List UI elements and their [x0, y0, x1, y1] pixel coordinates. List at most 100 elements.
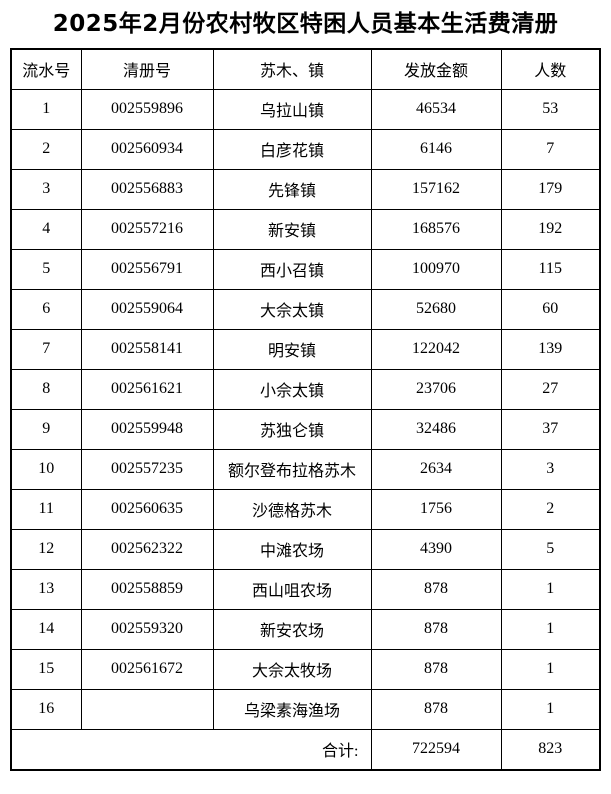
table-row: 10 002557235 额尔登布拉格苏木 2634 3	[10, 448, 601, 490]
table-row: 15 002561672 大佘太牧场 878 1	[10, 648, 601, 690]
cell-register-no	[80, 688, 214, 730]
cell-count: 179	[500, 168, 601, 210]
cell-town: 苏独仑镇	[212, 408, 372, 450]
table-row: 11 002560635 沙德格苏木 1756 2	[10, 488, 601, 530]
cell-amount: 52680	[370, 288, 502, 330]
col-header: 发放金额	[370, 48, 502, 90]
cell-register-no: 002560934	[80, 128, 214, 170]
cell-register-no: 002562322	[80, 528, 214, 570]
cell-register-no: 002557235	[80, 448, 214, 490]
cell-town: 白彦花镇	[212, 128, 372, 170]
cell-town: 大佘太牧场	[212, 648, 372, 690]
cell-register-no: 002558141	[80, 328, 214, 370]
table-row: 14 002559320 新安农场 878 1	[10, 608, 601, 650]
cell-count: 3	[500, 448, 601, 490]
cell-register-no: 002559064	[80, 288, 214, 330]
cell-serial: 16	[10, 688, 82, 730]
table-row: 1 002559896 乌拉山镇 46534 53	[10, 88, 601, 130]
cell-amount: 878	[370, 648, 502, 690]
table-row: 5 002556791 西小召镇 100970 115	[10, 248, 601, 290]
cell-count: 115	[500, 248, 601, 290]
cell-amount: 2634	[370, 448, 502, 490]
cell-register-no: 002560635	[80, 488, 214, 530]
cell-town: 明安镇	[212, 328, 372, 370]
cell-amount: 168576	[370, 208, 502, 250]
cell-register-no: 002559320	[80, 608, 214, 650]
cell-serial: 6	[10, 288, 82, 330]
cell-serial: 1	[10, 88, 82, 130]
table-row: 7 002558141 明安镇 122042 139	[10, 328, 601, 370]
cell-town: 西山咀农场	[212, 568, 372, 610]
cell-register-no: 002559896	[80, 88, 214, 130]
table-row: 13 002558859 西山咀农场 878 1	[10, 568, 601, 610]
cell-register-no: 002557216	[80, 208, 214, 250]
col-header: 人数	[500, 48, 601, 90]
cell-town: 小佘太镇	[212, 368, 372, 410]
cell-serial: 12	[10, 528, 82, 570]
register-table: 流水号 清册号 苏木、镇 发放金额 人数 1 002559896 乌拉山镇 46534 53 2 0…	[10, 47, 601, 771]
cell-register-no: 002558859	[80, 568, 214, 610]
cell-town: 新安农场	[212, 608, 372, 650]
cell-town: 大佘太镇	[212, 288, 372, 330]
cell-town: 沙德格苏木	[212, 488, 372, 530]
cell-count: 1	[500, 568, 601, 610]
col-header: 清册号	[80, 48, 214, 90]
table-row: 3 002556883 先锋镇 157162 179	[10, 168, 601, 210]
cell-amount: 100970	[370, 248, 502, 290]
table-row: 2 002560934 白彦花镇 6146 7	[10, 128, 601, 170]
cell-count: 27	[500, 368, 601, 410]
total-amount: 722594	[370, 728, 502, 771]
cell-serial: 7	[10, 328, 82, 370]
cell-amount: 878	[370, 608, 502, 650]
cell-amount: 157162	[370, 168, 502, 210]
cell-town: 先锋镇	[212, 168, 372, 210]
table-row: 9 002559948 苏独仑镇 32486 37	[10, 408, 601, 450]
cell-count: 1	[500, 688, 601, 730]
cell-amount: 23706	[370, 368, 502, 410]
cell-register-no: 002556791	[80, 248, 214, 290]
cell-town: 乌梁素海渔场	[212, 688, 372, 730]
total-row: 合计: 722594 823	[10, 728, 601, 771]
cell-amount: 6146	[370, 128, 502, 170]
cell-count: 60	[500, 288, 601, 330]
cell-serial: 9	[10, 408, 82, 450]
cell-serial: 13	[10, 568, 82, 610]
cell-count: 7	[500, 128, 601, 170]
cell-register-no: 002559948	[80, 408, 214, 450]
cell-count: 192	[500, 208, 601, 250]
cell-count: 1	[500, 608, 601, 650]
col-header: 流水号	[10, 48, 82, 90]
cell-count: 5	[500, 528, 601, 570]
page-title: 2025年2月份农村牧区特困人员基本生活费清册	[52, 11, 559, 37]
cell-serial: 5	[10, 248, 82, 290]
col-header: 苏木、镇	[212, 48, 372, 90]
table-row: 6 002559064 大佘太镇 52680 60	[10, 288, 601, 330]
cell-serial: 8	[10, 368, 82, 410]
cell-count: 1	[500, 648, 601, 690]
cell-serial: 2	[10, 128, 82, 170]
table-row: 12 002562322 中滩农场 4390 5	[10, 528, 601, 570]
cell-count: 139	[500, 328, 601, 370]
total-count: 823	[500, 728, 601, 771]
cell-amount: 46534	[370, 88, 502, 130]
cell-amount: 878	[370, 568, 502, 610]
cell-town: 西小召镇	[212, 248, 372, 290]
cell-amount: 4390	[370, 528, 502, 570]
cell-serial: 10	[10, 448, 82, 490]
cell-register-no: 002561672	[80, 648, 214, 690]
cell-serial: 3	[10, 168, 82, 210]
cell-serial: 11	[10, 488, 82, 530]
table-row: 16 乌梁素海渔场 878 1	[10, 688, 601, 730]
cell-serial: 4	[10, 208, 82, 250]
cell-town: 额尔登布拉格苏木	[212, 448, 372, 490]
cell-count: 37	[500, 408, 601, 450]
cell-town: 中滩农场	[212, 528, 372, 570]
table-row: 4 002557216 新安镇 168576 192	[10, 208, 601, 250]
header-row: 流水号 清册号 苏木、镇 发放金额 人数	[10, 48, 601, 90]
cell-amount: 122042	[370, 328, 502, 370]
cell-serial: 14	[10, 608, 82, 650]
cell-amount: 32486	[370, 408, 502, 450]
cell-town: 乌拉山镇	[212, 88, 372, 130]
cell-amount: 1756	[370, 488, 502, 530]
total-label: 合计:	[10, 728, 372, 771]
